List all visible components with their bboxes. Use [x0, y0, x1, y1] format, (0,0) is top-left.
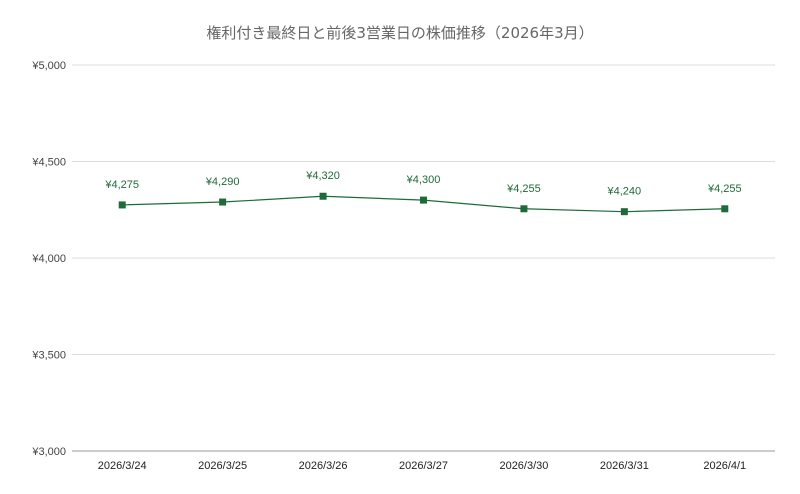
- data-label: ¥4,320: [305, 170, 340, 182]
- data-label: ¥4,275: [104, 179, 139, 191]
- data-label: ¥4,290: [205, 176, 240, 188]
- data-point-marker: [520, 205, 528, 213]
- data-point-marker: [620, 208, 628, 216]
- gridlines: [72, 64, 775, 452]
- x-tick-label: 2026/3/25: [198, 460, 247, 472]
- data-label: ¥4,240: [607, 186, 642, 198]
- y-tick-label: ¥4,000: [31, 253, 66, 265]
- data-point-marker: [319, 192, 327, 200]
- x-tick-label: 2026/3/24: [98, 460, 147, 472]
- x-tick-label: 2026/4/1: [703, 460, 746, 472]
- x-axis-ticks: 2026/3/24 2026/3/25 2026/3/26 2026/3/27 2026…: [98, 460, 746, 472]
- x-tick-label: 2026/3/27: [399, 460, 448, 472]
- x-tick-label: 2026/3/31: [600, 460, 649, 472]
- data-point-marker: [118, 201, 126, 209]
- y-tick-label: ¥5,000: [31, 60, 66, 72]
- chart-title: 権利付き最終日と前後3営業日の株価推移（2026年3月）: [206, 24, 594, 42]
- data-label: ¥4,255: [707, 183, 742, 195]
- data-label: ¥4,300: [406, 174, 441, 186]
- data-labels: ¥4,275 ¥4,290 ¥4,320 ¥4,300 ¥4,255 ¥4,240 ¥4,2…: [104, 170, 741, 197]
- y-axis-ticks: ¥3,000 ¥3,500 ¥4,000 ¥4,500 ¥5,000: [31, 60, 66, 458]
- series-line-group: [118, 192, 729, 216]
- data-label: ¥4,255: [506, 183, 541, 195]
- x-tick-label: 2026/3/30: [499, 460, 548, 472]
- x-tick-label: 2026/3/26: [299, 460, 348, 472]
- data-point-marker: [420, 196, 427, 204]
- data-point-marker: [219, 198, 227, 206]
- y-tick-label: ¥3,000: [31, 446, 66, 458]
- y-tick-label: ¥4,500: [31, 157, 66, 169]
- data-point-marker: [721, 205, 729, 213]
- y-tick-label: ¥3,500: [31, 350, 66, 362]
